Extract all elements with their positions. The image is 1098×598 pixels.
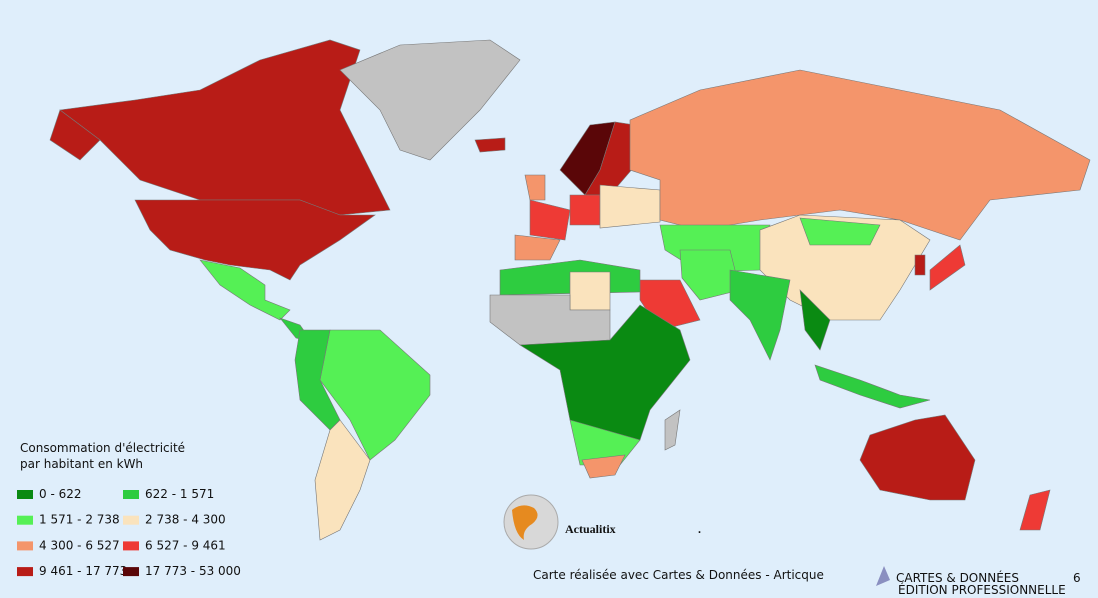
mongolia	[799, 217, 881, 246]
legend-title: par habitant en kWh	[20, 457, 143, 471]
legend-label: 1 571 - 2 738	[39, 513, 120, 527]
mexico	[199, 259, 291, 321]
brand-version: 6	[1073, 571, 1081, 585]
legend-label: 6 527 - 9 461	[145, 538, 226, 552]
legend-label: 622 - 1 571	[145, 487, 214, 501]
legend-label: 17 773 - 53 000	[145, 564, 241, 578]
legend-label: 9 461 - 17 773	[39, 564, 127, 578]
japan	[929, 244, 966, 291]
legend-swatch	[17, 567, 33, 577]
legend-swatch	[123, 567, 139, 577]
iran	[679, 249, 741, 301]
germany	[569, 194, 601, 226]
libya	[569, 271, 611, 311]
legend-swatch	[123, 541, 139, 551]
legend-swatch	[123, 515, 139, 525]
south-africa	[581, 454, 626, 479]
france	[529, 199, 571, 241]
brazil	[319, 329, 431, 461]
madagascar	[664, 409, 681, 451]
logo-dot: .	[698, 522, 701, 536]
korea	[914, 254, 926, 276]
russia	[629, 69, 1091, 241]
uk	[524, 174, 546, 201]
legend-label: 4 300 - 6 527	[39, 538, 120, 552]
indonesia	[814, 364, 931, 409]
legend-label: 2 738 - 4 300	[145, 513, 226, 527]
countries	[49, 39, 1091, 541]
brand-icon	[876, 566, 890, 586]
legend-label: 0 - 622	[39, 487, 82, 501]
central-africa	[519, 304, 691, 441]
brand-edition: ÉDITION PROFESSIONNELLE	[898, 582, 1066, 597]
southeast-asia	[799, 289, 831, 351]
legend-title: Consommation d'électricité	[20, 441, 185, 455]
legend-swatch	[17, 515, 33, 525]
usa	[134, 199, 376, 281]
iceland	[474, 137, 506, 153]
australia	[859, 414, 976, 501]
brand-name: CARTES & DONNÉES	[896, 570, 1019, 585]
eastern-europe	[599, 184, 661, 229]
canada	[59, 39, 391, 216]
logo-continent	[512, 505, 538, 540]
legend-swatch	[17, 490, 33, 499]
greenland	[339, 39, 521, 161]
argentina	[314, 419, 371, 541]
spain	[514, 234, 561, 261]
legend-swatch	[17, 541, 33, 551]
india	[729, 269, 791, 361]
logo-name: Actualitix	[565, 522, 616, 536]
new-zealand	[1019, 489, 1051, 531]
legend-swatch	[123, 490, 139, 499]
alaska	[49, 109, 101, 161]
legend: 0 - 622 622 - 1 571 1 571 - 2 738 2 738 - 4…	[17, 487, 241, 578]
sahel	[489, 294, 611, 346]
credit: Carte réalisée avec Cartes & Données - A…	[533, 568, 824, 582]
